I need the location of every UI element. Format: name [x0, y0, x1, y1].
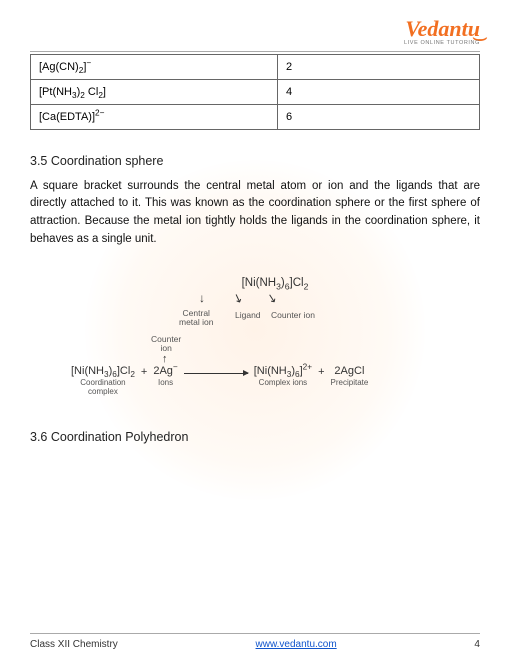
formula-cell: [Ag(CN)2]− — [31, 54, 278, 79]
value-cell: 4 — [277, 79, 479, 104]
brand-logo: Vedantu͜ LIVE ONLINE TUTORING — [404, 18, 480, 47]
eq-lhs2-sub: Ions — [153, 379, 177, 388]
section-title-coord-sphere: 3.5 Coordination sphere — [30, 154, 480, 168]
eq-rhs1: [Ni(NH3)6]2+ — [254, 365, 312, 377]
diagram-equation: [Ni(NH3)6]Cl2 Coordinationcomplex + 2Ag−… — [71, 365, 445, 397]
page-footer: Class XII Chemistry www.vedantu.com 4 — [30, 633, 480, 650]
section-body: A square bracket surrounds the central m… — [30, 178, 480, 249]
footer-page-number: 4 — [474, 639, 480, 650]
eq-rhs2: 2AgCl — [331, 365, 369, 377]
counter-ion-block: Counterion ↑ — [71, 335, 445, 365]
footer-left: Class XII Chemistry — [30, 639, 118, 650]
table-row: [Pt(NH3)2 Cl2] 4 — [31, 79, 480, 104]
eq-plus: + — [141, 365, 147, 378]
label-counterion: Counter ion — [271, 311, 315, 320]
eq-plus: + — [318, 365, 324, 378]
value-cell: 6 — [277, 104, 479, 129]
diagram-arrows: ↓ ↘ ↘ — [105, 291, 445, 309]
eq-lhs2: 2Ag− — [153, 365, 177, 377]
logo-tagline: LIVE ONLINE TUTORING — [404, 41, 480, 47]
header-divider — [30, 51, 480, 52]
logo-text: Vedantu͜ — [404, 18, 480, 40]
footer-link[interactable]: www.vedantu.com — [256, 639, 337, 650]
diagram-top-formula: [Ni(NH3)6]Cl2 — [105, 277, 445, 289]
label-central: Centralmetal ion — [179, 309, 214, 328]
reaction-arrow-icon — [184, 373, 248, 374]
coordination-diagram: [Ni(NH3)6]Cl2 ↓ ↘ ↘ Centralmetal ion Lig… — [65, 277, 445, 397]
table-row: [Ca(EDTA)]2− 6 — [31, 104, 480, 129]
table-row: [Ag(CN)2]− 2 — [31, 54, 480, 79]
arrow-down-icon: ↓ — [199, 291, 205, 305]
label-ligand: Ligand — [235, 311, 261, 320]
coordination-table: [Ag(CN)2]− 2 [Pt(NH3)2 Cl2] 4 [Ca(EDTA)]… — [30, 54, 480, 130]
eq-rhs1-sub: Complex ions — [254, 379, 312, 388]
eq-lhs1: [Ni(NH3)6]Cl2 — [71, 365, 135, 377]
arrow-diag-icon: ↘ — [266, 290, 279, 306]
eq-lhs1-sub: Coordinationcomplex — [71, 379, 135, 397]
section-title-polyhedron: 3.6 Coordination Polyhedron — [30, 430, 480, 444]
value-cell: 2 — [277, 54, 479, 79]
header: Vedantu͜ LIVE ONLINE TUTORING — [30, 18, 480, 51]
arrow-up-icon: ↑ — [162, 353, 168, 365]
diagram-labels: Centralmetal ion Ligand Counter ion — [105, 309, 445, 335]
arrow-diag-icon: ↘ — [231, 289, 245, 306]
label-counter: Counterion — [151, 335, 181, 354]
eq-rhs2-sub: Precipitate — [331, 379, 369, 388]
formula-cell: [Ca(EDTA)]2− — [31, 104, 278, 129]
formula-cell: [Pt(NH3)2 Cl2] — [31, 79, 278, 104]
